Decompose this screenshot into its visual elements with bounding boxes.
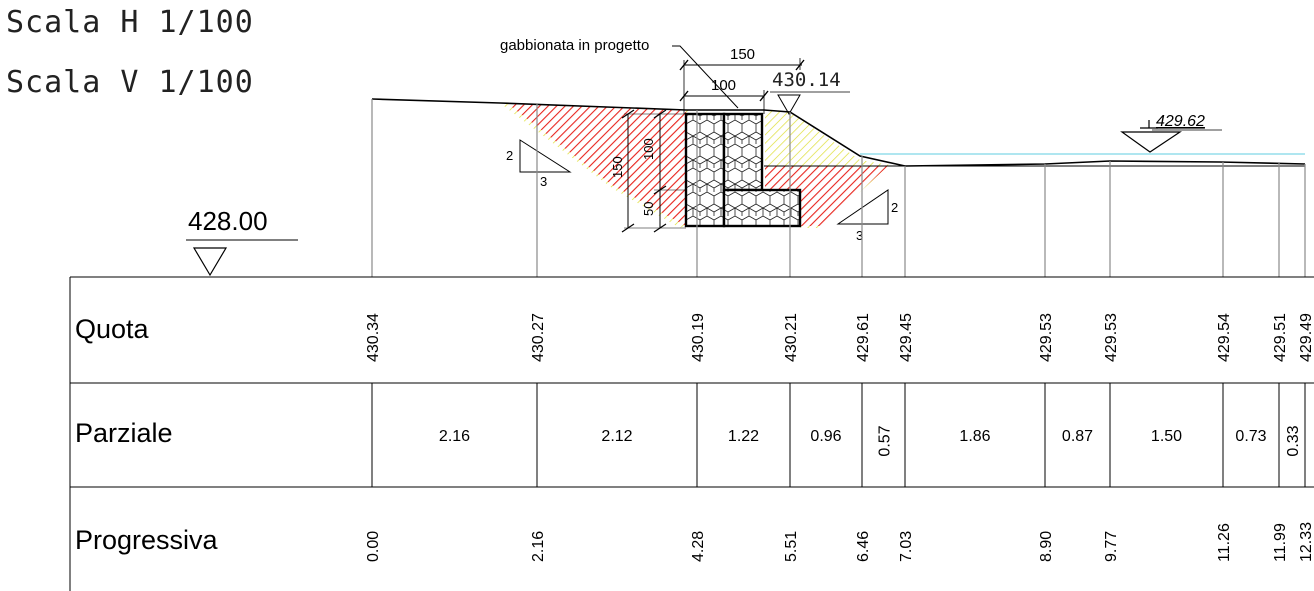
partial-value: 0.96 — [810, 428, 841, 445]
progressiva-value: 7.03 — [898, 531, 915, 562]
quota-value: 429.61 — [855, 313, 872, 362]
slope-left-run: 3 — [540, 174, 547, 189]
slope-marker-left: 2 3 — [506, 139, 572, 189]
quota-value: 429.53 — [1038, 313, 1055, 362]
partial-value: 0.87 — [1062, 428, 1093, 445]
slope-left-rise: 2 — [506, 148, 513, 163]
dim-height-total: 150 — [610, 156, 625, 178]
progressiva-value: 8.90 — [1038, 531, 1055, 562]
partial-value: 2.12 — [601, 428, 632, 445]
slope-right-rise: 2 — [891, 200, 898, 215]
partial-value: 0.33 — [1285, 425, 1302, 456]
progressiva-value: 12.33 — [1298, 522, 1314, 562]
partial-value: 1.22 — [728, 428, 759, 445]
gabion-block-left — [684, 112, 726, 228]
quota-value: 429.54 — [1216, 313, 1233, 362]
gabion-block-base — [722, 188, 802, 228]
station-cells: 430.34 0.00 430.27 2.16 430.19 4.28 430.21 5.51… — [365, 313, 1314, 562]
gabion-leader — [672, 45, 739, 109]
partial-value: 1.86 — [959, 428, 990, 445]
progressiva-value: 6.46 — [855, 531, 872, 562]
red-fill-right — [765, 166, 888, 226]
datum-triangle — [192, 247, 228, 277]
row-label-parziale: Parziale — [75, 418, 173, 448]
row-label-progressiva: Progressiva — [75, 525, 219, 555]
scale-v-label: Scala V 1/100 — [6, 65, 254, 100]
datum-label: 428.00 — [188, 206, 268, 236]
partial-value: 0.57 — [877, 425, 894, 456]
dim-height-lower: 50 — [641, 202, 656, 216]
quota-value: 429.53 — [1103, 313, 1120, 362]
progressiva-value: 5.51 — [783, 531, 800, 562]
water-level-marker: 429.62 — [1120, 113, 1222, 153]
gabion-structure — [684, 112, 802, 228]
quota-value: 430.19 — [690, 313, 707, 362]
quota-value: 430.27 — [530, 313, 547, 362]
partial-value: 1.50 — [1151, 428, 1182, 445]
gabion-label: gabbionata in progetto — [500, 37, 649, 54]
quota-value: 429.51 — [1272, 313, 1289, 362]
slope-marker-right: 2 3 — [836, 189, 898, 243]
gabion-block-mid — [722, 112, 764, 192]
dim-height-upper: 100 — [641, 138, 656, 160]
terrain-profile — [371, 98, 1306, 228]
level-top-triangle — [777, 94, 801, 115]
partial-value: 0.73 — [1235, 428, 1266, 445]
red-fill-left — [508, 104, 686, 226]
quota-value: 429.45 — [898, 313, 915, 362]
progressiva-value: 4.28 — [690, 531, 707, 562]
data-table: Quota Parziale Progressiva 430.340.00430… — [69, 276, 1314, 591]
water-level-value: 429.62 — [1156, 113, 1205, 130]
progressiva-value: 2.16 — [530, 531, 547, 562]
quota-value: 430.21 — [783, 313, 800, 362]
dimensions: 150 100 430.14 150 100 50 — [610, 46, 850, 233]
progressiva-value: 11.99 — [1272, 523, 1289, 562]
scale-h-label: Scala H 1/100 — [6, 5, 254, 40]
level-top: 430.14 — [772, 69, 841, 91]
quota-value: 429.49 — [1298, 313, 1314, 362]
slope-right-run: 3 — [856, 228, 863, 243]
partial-value: 2.16 — [439, 428, 470, 445]
station-lines — [371, 99, 1306, 277]
quota-value: 430.34 — [365, 313, 382, 362]
progressiva-value: 9.77 — [1103, 531, 1120, 562]
progressiva-value: 0.00 — [365, 531, 382, 562]
dim-top-upper: 100 — [711, 77, 736, 94]
progressiva-value: 11.26 — [1216, 523, 1233, 562]
dim-top-total: 150 — [730, 46, 755, 63]
row-label-quota: Quota — [75, 314, 150, 344]
ground-line — [371, 98, 1306, 167]
